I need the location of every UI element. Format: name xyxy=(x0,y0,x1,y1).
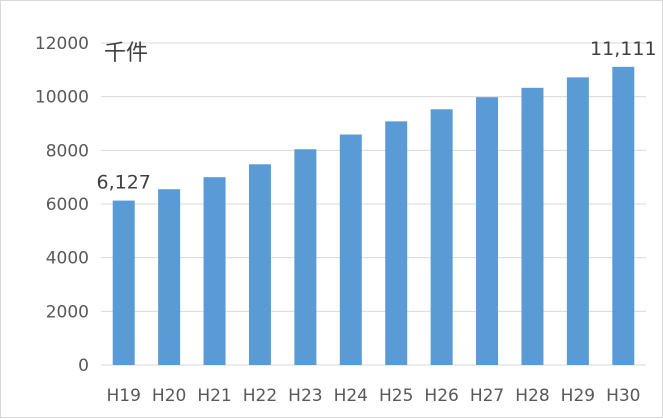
x-tick-label: H21 xyxy=(197,386,231,406)
bar-H23 xyxy=(294,149,317,365)
gridlines xyxy=(101,42,646,366)
bar-H25 xyxy=(385,121,408,365)
x-tick-label: H26 xyxy=(424,386,458,406)
x-tick-label: H30 xyxy=(606,386,640,406)
x-tick-label: H19 xyxy=(106,386,140,406)
x-axis-ticks: H19 H20 H21 H22 H23 H24 H25 H26 H27 H28 H29 H30 xyxy=(106,386,640,406)
bar-H27 xyxy=(476,97,499,365)
bar-H24 xyxy=(339,134,362,365)
bar-H28 xyxy=(521,87,544,365)
x-tick-label: H27 xyxy=(470,386,504,406)
bar-H20 xyxy=(158,189,181,365)
y-tick-label: 12000 xyxy=(35,34,89,54)
x-tick-label: H24 xyxy=(334,386,368,406)
y-tick-label: 6000 xyxy=(46,195,89,215)
y-tick-label: 10000 xyxy=(35,88,89,108)
y-tick-label: 4000 xyxy=(46,249,89,269)
x-tick-label: H29 xyxy=(561,386,595,406)
x-tick-label: H25 xyxy=(379,386,413,406)
bar-H26 xyxy=(430,109,453,365)
bar-H22 xyxy=(248,164,271,365)
y-tick-label: 2000 xyxy=(46,302,89,322)
x-tick-label: H23 xyxy=(288,386,322,406)
data-labels: 6,127 11,111 xyxy=(97,38,657,194)
bar-H19 xyxy=(112,200,135,365)
bar-H21 xyxy=(203,177,226,365)
unit-label: 千件 xyxy=(104,41,148,66)
bar-H30 xyxy=(612,66,635,366)
x-tick-label: H28 xyxy=(515,386,549,406)
data-label: 6,127 xyxy=(97,172,151,194)
bars xyxy=(112,66,635,366)
bar-H29 xyxy=(566,77,589,365)
y-axis-ticks: 0 2000 4000 6000 8000 10000 12000 xyxy=(35,34,89,376)
y-tick-label: 8000 xyxy=(46,141,89,161)
x-tick-label: H22 xyxy=(243,386,277,406)
y-tick-label: 0 xyxy=(78,356,89,376)
x-tick-label: H20 xyxy=(152,386,186,406)
data-label: 11,111 xyxy=(590,38,656,60)
